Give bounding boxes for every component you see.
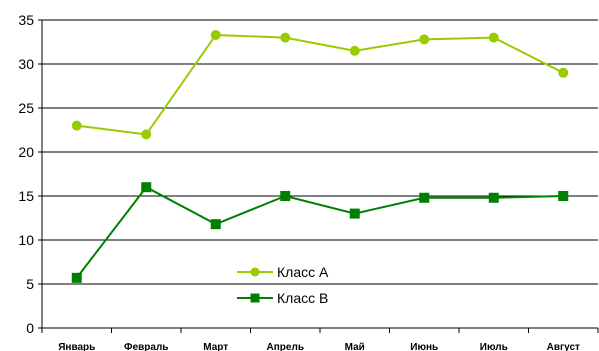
data-point — [141, 182, 152, 193]
x-tick-label: Февраль — [124, 342, 168, 351]
data-point — [419, 192, 430, 203]
series-line — [75, 185, 564, 279]
x-tick-label: Январь — [58, 342, 95, 351]
y-axis-tick-labels: 0 5 10 15 20 25 30 35 — [18, 12, 34, 336]
x-tick-label: Июль — [480, 342, 508, 351]
series-layer — [71, 29, 569, 283]
legend-item-2: Класс В — [237, 290, 328, 306]
data-point — [141, 129, 152, 140]
data-point — [210, 219, 221, 230]
y-tick-label: 30 — [18, 56, 34, 72]
y-tick-label: 25 — [18, 100, 34, 116]
series-1 — [71, 29, 569, 140]
data-point — [419, 34, 430, 45]
legend-marker — [250, 267, 260, 277]
data-point — [349, 208, 360, 219]
data-point — [488, 32, 499, 43]
data-point — [488, 192, 499, 203]
y-tick-label: 10 — [18, 232, 34, 248]
x-axis-tick-labels: Январь Февраль Март Апрель Май Июнь Июль Август — [58, 342, 580, 351]
legend-item-1: Класс А — [237, 264, 329, 280]
data-point — [280, 32, 291, 43]
axes — [38, 19, 599, 333]
y-tick-label: 15 — [18, 188, 34, 204]
data-point — [349, 45, 360, 56]
data-point — [71, 120, 82, 131]
series-line — [76, 33, 564, 136]
series-2 — [71, 182, 569, 283]
data-point — [280, 191, 291, 201]
x-tick-label: Апрель — [267, 342, 304, 351]
legend: Класс А Класс В — [237, 264, 329, 306]
legend-marker — [250, 293, 260, 303]
x-tick-label: Май — [345, 342, 365, 351]
gridlines — [42, 19, 598, 285]
legend-label: Класс А — [277, 264, 329, 280]
data-point — [558, 191, 569, 201]
x-tick-label: Март — [203, 342, 228, 351]
legend-label: Класс В — [277, 290, 328, 306]
data-point — [71, 272, 82, 283]
y-tick-label: 20 — [18, 144, 34, 160]
x-tick-label: Июнь — [410, 342, 438, 351]
y-tick-label: 35 — [18, 12, 34, 28]
data-point — [558, 67, 569, 78]
y-tick-label: 0 — [26, 320, 34, 336]
data-point — [210, 29, 221, 40]
y-tick-label: 5 — [26, 276, 34, 292]
x-tick-label: Август — [547, 342, 580, 351]
